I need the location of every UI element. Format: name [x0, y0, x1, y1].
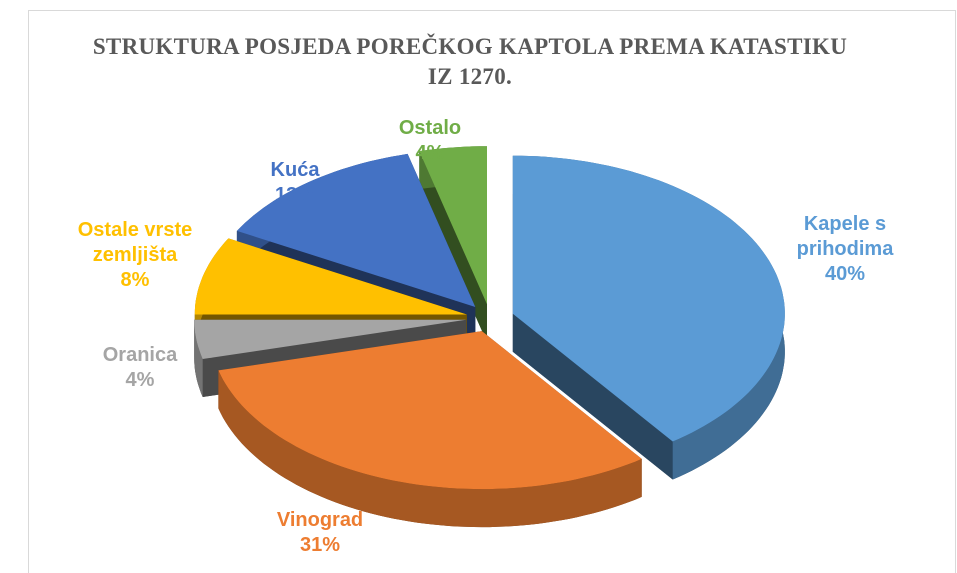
slice-wall — [194, 319, 203, 397]
slice — [194, 238, 467, 315]
category-label: Oranica — [102, 344, 178, 366]
data-label: Oranica 4% — [80, 343, 200, 393]
slice — [236, 153, 476, 307]
data-label: Vinograd 31% — [240, 508, 400, 558]
slice — [419, 146, 487, 305]
category-label: Vinograd — [276, 509, 364, 531]
slice-wall — [218, 370, 642, 528]
data-label: Ostale vrste zemljišta 8% — [50, 218, 220, 293]
category-label: Kapele s prihodima — [796, 213, 894, 260]
value-label: 40% — [824, 263, 866, 285]
value-label: 4% — [415, 142, 445, 164]
chart-frame — [28, 10, 956, 573]
data-label: Kapele s prihodima 40% — [770, 212, 920, 287]
category-label: Kuća — [270, 159, 320, 181]
category-label: Ostalo — [398, 117, 462, 139]
value-label: 4% — [125, 369, 155, 391]
chart-title: STRUKTURA POSJEDA POREČKOG KAPTOLA PREMA… — [92, 34, 848, 89]
value-label: 8% — [120, 269, 150, 291]
slice — [512, 155, 785, 442]
data-label: Kuća 13% — [245, 158, 345, 208]
value-label: 31% — [299, 534, 341, 556]
slice-side — [512, 313, 673, 480]
slice — [194, 319, 467, 359]
slice-side — [419, 151, 487, 343]
slice — [218, 331, 642, 490]
category-label: Ostale vrste zemljišta — [77, 219, 193, 266]
data-label: Ostalo 4% — [380, 116, 480, 166]
value-label: 13% — [274, 184, 316, 206]
